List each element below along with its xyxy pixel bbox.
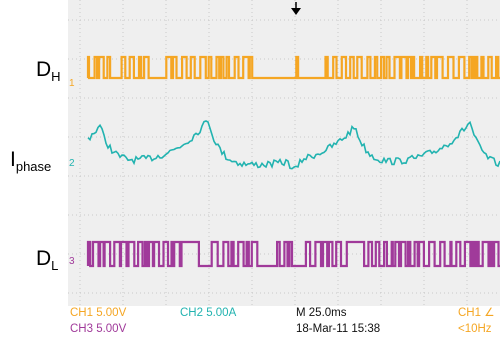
label-sub: phase [16, 159, 51, 174]
label-sub: H [51, 69, 60, 84]
label-sub: L [51, 258, 58, 273]
scope-screenshot: DH Iphase DL 1 2 3 CH1 5.00V CH2 5.00A M… [0, 0, 500, 339]
readout-ch1: CH1 5.00V [70, 307, 127, 319]
readout-freq: <10Hz [458, 323, 492, 335]
readout-ch2: CH2 5.00A [180, 307, 237, 319]
readout-ch3: CH3 5.00V [70, 323, 127, 335]
label-iphase: Iphase [10, 148, 51, 174]
label-dl: DL [36, 247, 58, 273]
ch2-marker: 2 [69, 158, 75, 169]
ch3-marker: 3 [69, 256, 75, 267]
readout-date: 18-Mar-11 15:38 [296, 323, 380, 335]
label-main: D [36, 247, 51, 270]
page: {"labels": { "dh": {"main": "D", "sub": … [0, 0, 500, 339]
label-main: D [36, 58, 51, 81]
readout-trigger: CH1 ∠ [458, 307, 495, 319]
label-dh: DH [36, 58, 61, 84]
ch1-marker: 1 [69, 78, 75, 89]
readout-timebase: M 25.0ms [296, 307, 347, 319]
